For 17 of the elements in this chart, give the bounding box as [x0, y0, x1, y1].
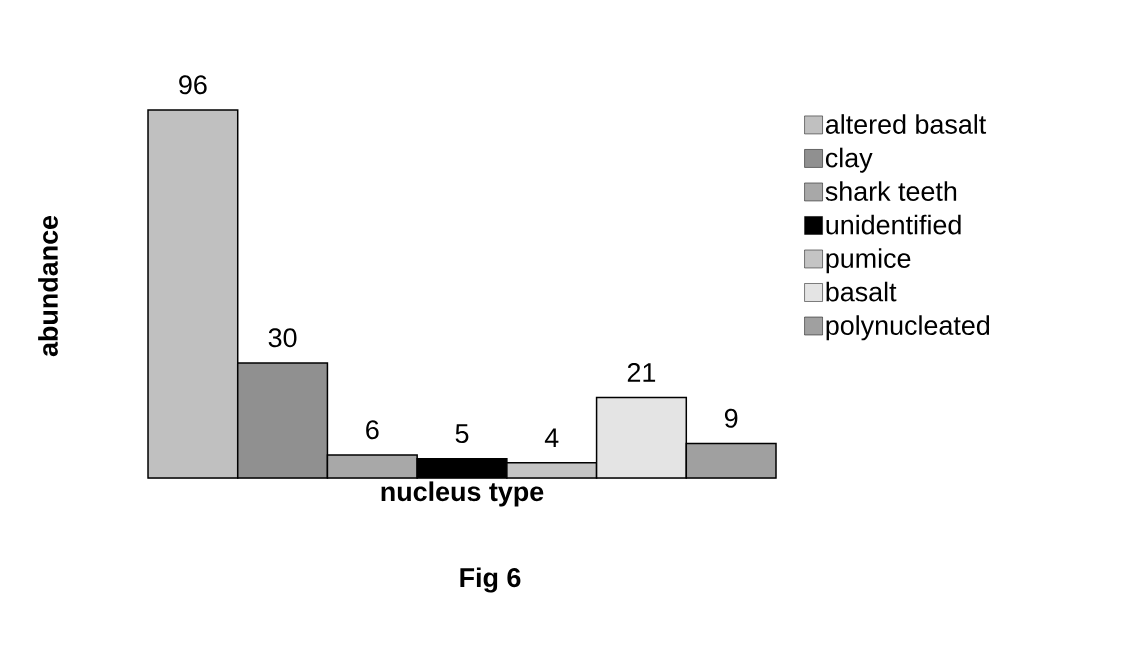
data-label: 5 — [455, 424, 469, 444]
data-label: 30 — [268, 328, 297, 348]
legend-label: shark teeth — [825, 181, 957, 201]
legend-label: clay — [825, 147, 873, 173]
data-label: 6 — [366, 420, 379, 440]
x-axis-title: nucleus type — [381, 481, 544, 507]
legend-label: unidentified — [826, 214, 961, 235]
data-label: 21 — [627, 362, 656, 382]
data-label: 9 — [724, 408, 738, 428]
data-label: 4 — [544, 428, 559, 447]
legend-label: altered basalt — [825, 114, 987, 134]
legend-label: pumice — [826, 248, 911, 274]
y-axis-title: abundance — [38, 215, 58, 357]
caption: Fig 6 — [460, 567, 521, 593]
legend-label: basalt — [826, 281, 897, 302]
legend-label: polynucleated — [826, 315, 990, 341]
data-label: 96 — [179, 75, 207, 95]
